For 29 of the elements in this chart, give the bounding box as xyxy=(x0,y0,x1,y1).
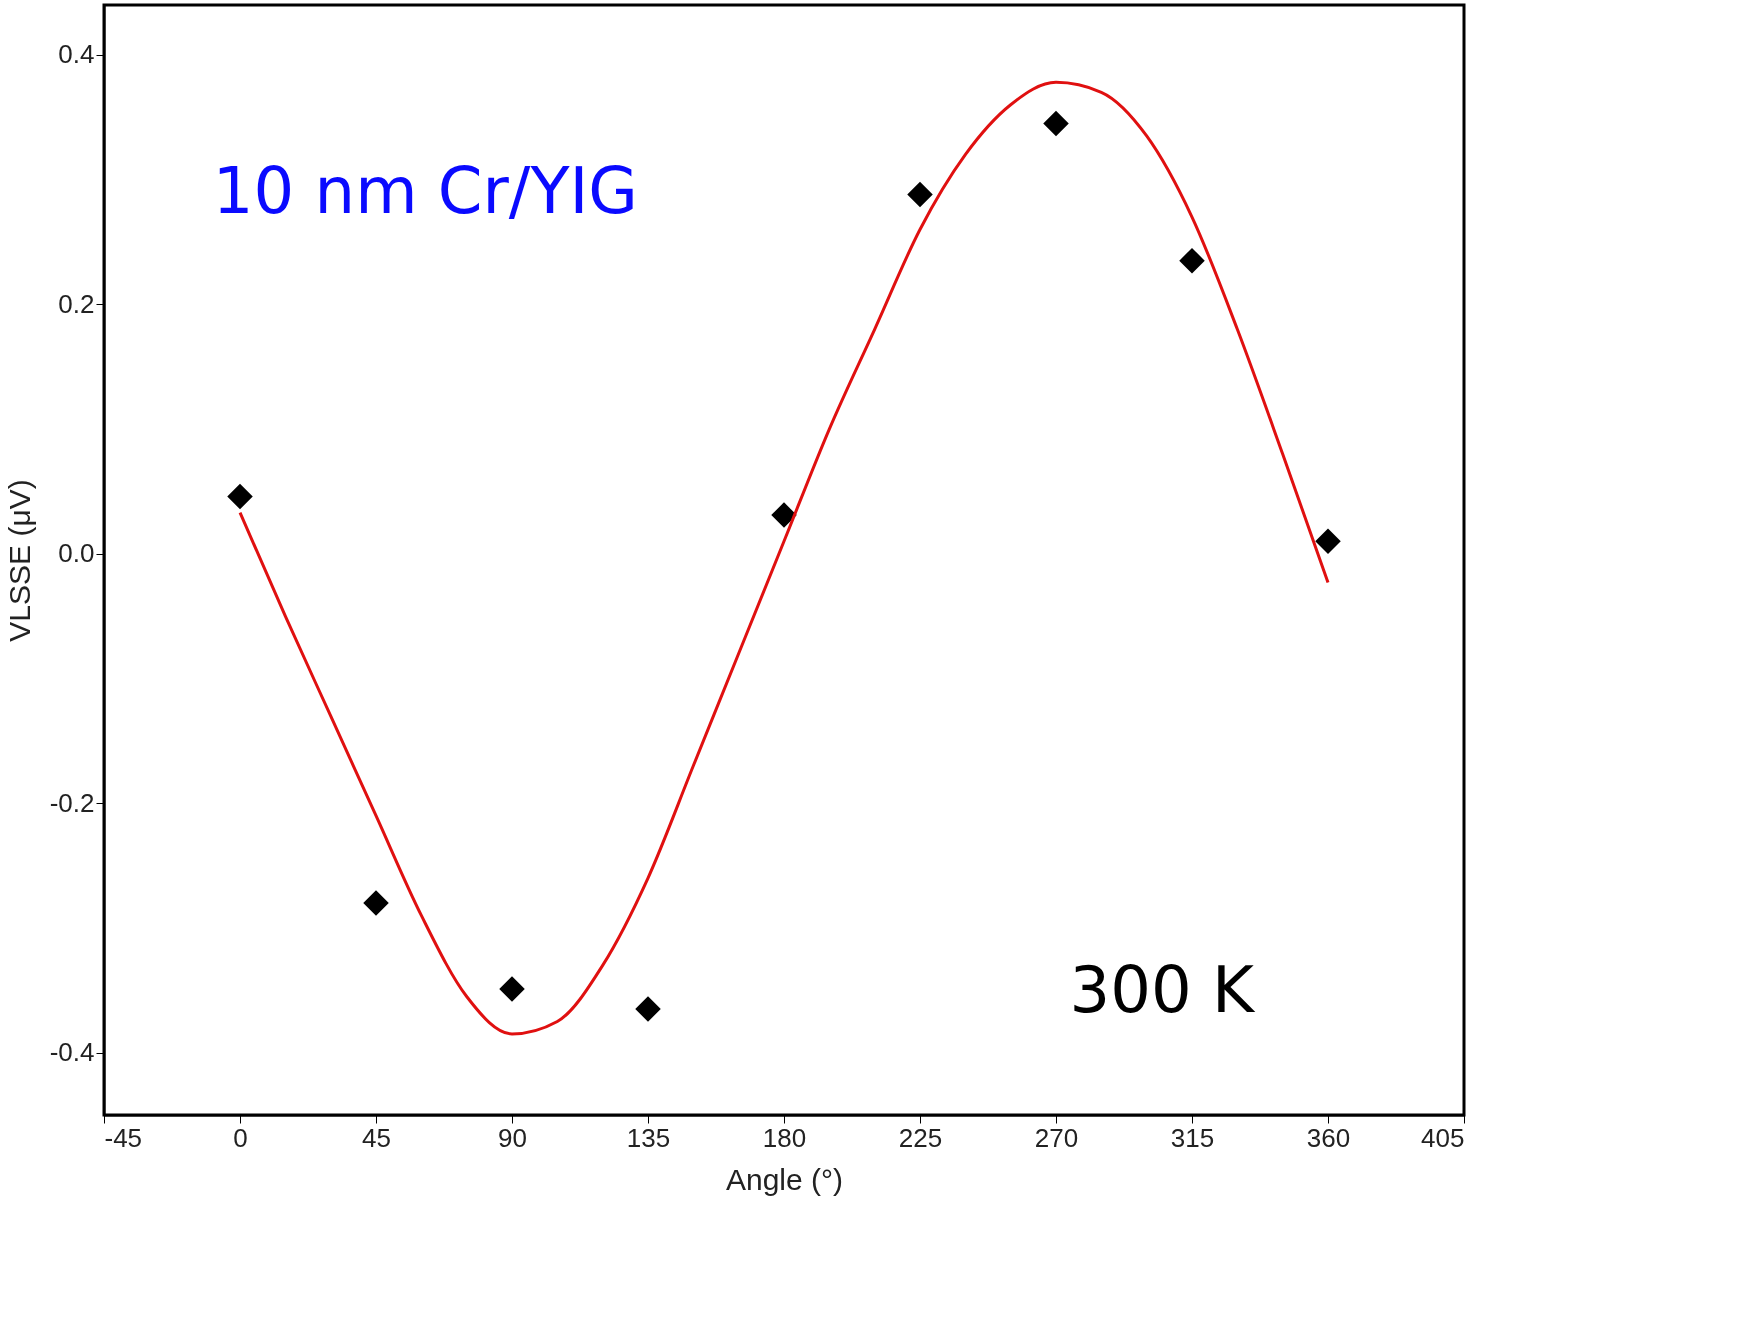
x-tick-label: 45 xyxy=(362,1122,391,1153)
x-tick-label: -45 xyxy=(104,1122,143,1153)
x-tick-label: 405 xyxy=(1421,1122,1465,1153)
y-axis-title: VLSSE (μV) xyxy=(2,479,36,642)
point xyxy=(1043,110,1069,137)
x-tick-label: 0 xyxy=(233,1122,248,1153)
point xyxy=(635,996,661,1022)
x-tick-label: 180 xyxy=(762,1122,807,1153)
x-tick-label: 135 xyxy=(626,1122,671,1153)
y-tick-label: 0.0 xyxy=(58,538,95,569)
x-tick-label: 270 xyxy=(1034,1122,1079,1153)
point xyxy=(771,502,797,528)
x-tick-label: 225 xyxy=(898,1122,943,1153)
point xyxy=(907,181,933,208)
y-tick-label: 0.2 xyxy=(58,288,95,319)
point xyxy=(1179,247,1205,274)
x-axis-title: Angle (°) xyxy=(725,1162,844,1196)
annotation: 10 nm Cr/YIG xyxy=(212,153,638,228)
annotation: 300 K xyxy=(1069,952,1257,1027)
y-tick-label: -0.2 xyxy=(49,787,95,818)
point xyxy=(499,976,525,1002)
x-tick-label: 315 xyxy=(1170,1122,1215,1153)
point xyxy=(1315,528,1341,555)
x-tick-label: 360 xyxy=(1306,1122,1351,1153)
y-tick-label: -0.4 xyxy=(49,1037,95,1068)
y-tick-label: 0.4 xyxy=(58,39,95,70)
point xyxy=(363,890,389,916)
x-tick-label: 90 xyxy=(498,1122,527,1153)
point xyxy=(227,483,253,510)
